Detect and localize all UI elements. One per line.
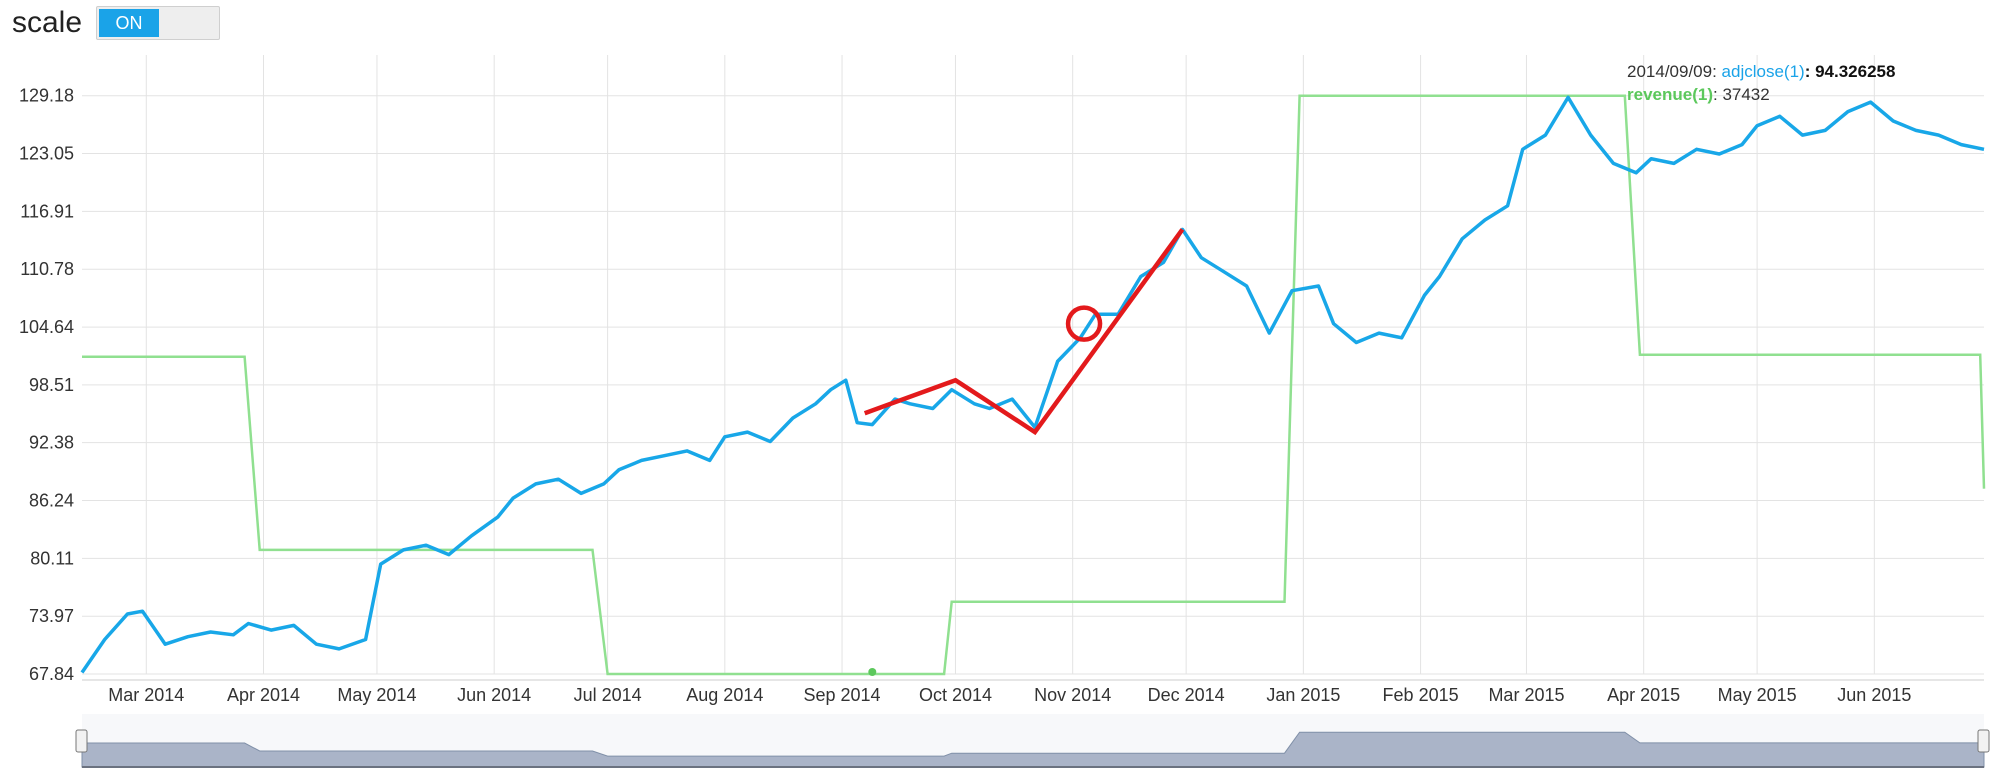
- x-tick-label: Oct 2014: [919, 685, 992, 705]
- x-tick-label: Jun 2014: [457, 685, 531, 705]
- toggle-on-label: ON: [99, 9, 159, 37]
- y-tick-label: 98.51: [29, 375, 74, 395]
- hover-point: [868, 668, 877, 676]
- y-tick-label: 67.84: [29, 664, 74, 684]
- tooltip-colon-2: :: [1713, 85, 1722, 104]
- x-tick-label: Jan 2015: [1266, 685, 1340, 705]
- x-tick-label: Jun 2015: [1837, 685, 1911, 705]
- y-tick-label: 86.24: [29, 491, 74, 511]
- x-tick-label: Nov 2014: [1034, 685, 1111, 705]
- x-tick-label: Jul 2014: [574, 685, 642, 705]
- y-tick-label: 104.64: [19, 317, 74, 337]
- tooltip-series1-value: 94.326258: [1815, 62, 1895, 81]
- x-tick-label: Feb 2015: [1383, 685, 1459, 705]
- tooltip-series1-name: adjclose(1): [1722, 62, 1805, 81]
- x-tick-label: Mar 2015: [1488, 685, 1564, 705]
- navigator-left-handle[interactable]: [75, 729, 88, 753]
- grid: [82, 55, 1984, 675]
- x-tick-label: Sep 2014: [804, 685, 881, 705]
- annotation-circle: [1065, 305, 1103, 342]
- x-tick-label: Apr 2015: [1607, 685, 1680, 705]
- x-tick-label: May 2015: [1718, 685, 1797, 705]
- y-tick-label: 73.97: [29, 606, 74, 626]
- y-tick-label: 80.11: [30, 548, 74, 568]
- x-tick-label: Apr 2014: [227, 685, 300, 705]
- tooltip: 2014/09/09: adjclose(1): 94.326258 reven…: [1627, 62, 1895, 104]
- tooltip-series2-value: 37432: [1722, 85, 1769, 104]
- x-tick-label: Mar 2014: [108, 685, 184, 705]
- y-tick-label: 110.78: [20, 259, 74, 279]
- tooltip-separator: :: [1712, 62, 1721, 81]
- scale-toggle[interactable]: ON: [96, 6, 220, 40]
- y-tick-label: 92.38: [29, 433, 74, 453]
- y-tick-label: 116.91: [20, 201, 74, 221]
- y-tick-label: 123.05: [19, 144, 74, 164]
- x-axis: Mar 2014 Apr 2014 May 2014 Jun 2014 Jul 2014…: [108, 685, 1911, 705]
- x-tick-label: Dec 2014: [1148, 685, 1225, 705]
- series-group: [80, 94, 1986, 676]
- scale-label: scale: [12, 6, 83, 39]
- tooltip-line-2: revenue(1): 37432: [1627, 85, 1770, 104]
- annotation-zigzag: [863, 228, 1185, 436]
- tooltip-line-1: 2014/09/09: adjclose(1): 94.326258: [1627, 62, 1895, 81]
- x-tick-label: Aug 2014: [686, 685, 763, 705]
- revenue-line: [82, 94, 1986, 676]
- y-tick-label: 129.18: [19, 86, 74, 106]
- annotation-group: [863, 228, 1185, 436]
- adjclose-line: [80, 95, 1985, 674]
- tooltip-colon: :: [1805, 62, 1815, 81]
- tooltip-date: 2014/09/09: [1627, 62, 1712, 81]
- y-axis: 67.84 73.97 80.11 86.24 92.38 98.51 104.64 110.…: [19, 86, 74, 684]
- navigator-right-handle[interactable]: [1977, 729, 1990, 753]
- tooltip-series2-name: revenue(1): [1627, 85, 1713, 104]
- x-tick-label: May 2014: [337, 685, 416, 705]
- navigator[interactable]: [75, 714, 1990, 768]
